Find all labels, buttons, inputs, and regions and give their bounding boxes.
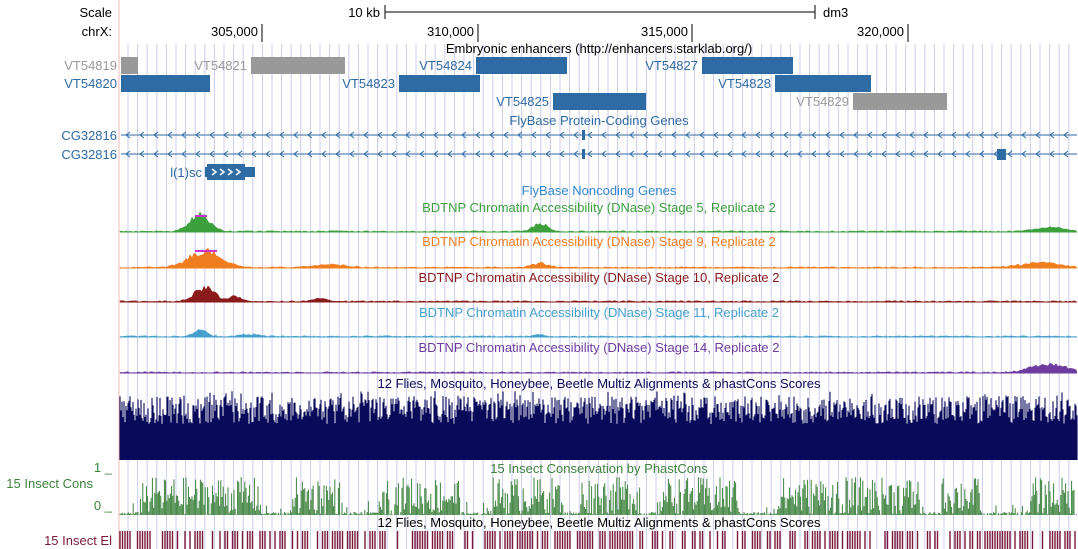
multiz-bars[interactable]	[119, 391, 1078, 460]
guide-lines	[127, 44, 1070, 549]
dnase-track-title[interactable]: BDTNP Chromatin Accessibility (DNase) St…	[422, 200, 776, 215]
enhancer-label[interactable]: VT54827	[645, 58, 698, 73]
enhancer-feature[interactable]	[251, 57, 345, 74]
gene-exon[interactable]	[997, 149, 1006, 160]
dnase-track-title[interactable]: BDTNP Chromatin Accessibility (DNase) St…	[422, 234, 776, 249]
insect-cons-ymin: 0 _	[94, 498, 113, 513]
dnase-clip-marker	[195, 215, 207, 217]
tick-label: 305,000	[211, 24, 258, 39]
enhancer-label[interactable]: VT54829	[796, 94, 849, 109]
enhancer-feature[interactable]	[121, 75, 210, 92]
gene-exon[interactable]	[582, 149, 585, 159]
insect-el-signal[interactable]	[119, 531, 1076, 549]
insect-cons-track-title[interactable]: 15 Insect Conservation by PhastCons	[490, 461, 708, 476]
scale-label: Scale	[79, 5, 112, 20]
enhancer-feature[interactable]	[476, 57, 567, 74]
dnase-track-title[interactable]: BDTNP Chromatin Accessibility (DNase) St…	[418, 340, 779, 355]
noncoding-genes-track-title[interactable]: FlyBase Noncoding Genes	[522, 183, 677, 198]
dnase-signal[interactable]	[119, 211, 1078, 233]
gene-label[interactable]: l(1)sc	[170, 165, 202, 180]
scale-value: 10 kb	[348, 5, 380, 20]
enhancer-label[interactable]: VT54821	[194, 58, 247, 73]
enhancer-label[interactable]: VT54824	[419, 58, 472, 73]
dnase-track-title[interactable]: BDTNP Chromatin Accessibility (DNase) St…	[418, 270, 779, 285]
insect-el-label[interactable]: 15 Insect El	[44, 533, 112, 548]
enhancers-track[interactable]: VT54819 VT54821 VT54820 VT54824 VT54827 VT548…	[64, 57, 947, 110]
gene-exon[interactable]	[582, 130, 585, 140]
multiz-signal[interactable]	[119, 391, 1078, 460]
coding-genes-track[interactable]: CG32816 CG32816 l(1)sc	[61, 128, 1077, 180]
multiz-track-title[interactable]: 12 Flies, Mosquito, Honeybee, Beetle Mul…	[378, 376, 821, 391]
enhancer-feature[interactable]	[553, 93, 646, 110]
dnase-tracks[interactable]: BDTNP Chromatin Accessibility (DNase) St…	[119, 200, 1078, 374]
strand-chevrons	[211, 168, 242, 176]
chrom-ticks: 305,000 310,000 315,000 320,000	[211, 24, 909, 42]
insect-el-track-title[interactable]: 12 Flies, Mosquito, Honeybee, Beetle Mul…	[378, 515, 821, 530]
enhancer-feature[interactable]	[853, 93, 947, 110]
enhancer-feature[interactable]	[775, 75, 871, 92]
enhancer-feature[interactable]	[121, 57, 138, 74]
cons-bars[interactable]	[119, 477, 1077, 515]
enhancer-label[interactable]: VT54819	[64, 58, 117, 73]
insect-cons-label[interactable]: 15 Insect Cons	[6, 476, 93, 491]
insect-cons-signal[interactable]	[119, 477, 1077, 515]
enhancer-label[interactable]: VT54825	[496, 94, 549, 109]
gene-label[interactable]: CG32816	[61, 128, 117, 143]
enhancers-track-title[interactable]: Embryonic enhancers (http://enhancers.st…	[446, 41, 752, 56]
dnase-track-title[interactable]: BDTNP Chromatin Accessibility (DNase) St…	[419, 305, 779, 320]
dnase-clip-marker	[195, 250, 217, 252]
enhancer-label[interactable]: VT54823	[342, 76, 395, 91]
tick-label: 315,000	[641, 24, 688, 39]
gene-label[interactable]: CG32816	[61, 147, 117, 162]
tick-label: 320,000	[857, 24, 904, 39]
coding-genes-track-title[interactable]: FlyBase Protein-Coding Genes	[509, 113, 689, 128]
enhancer-feature[interactable]	[399, 75, 480, 92]
assembly-label: dm3	[823, 5, 848, 20]
gene-cds[interactable]	[207, 164, 245, 180]
enhancer-feature[interactable]	[702, 57, 793, 74]
enhancer-label[interactable]: VT54828	[718, 76, 771, 91]
strand-chevrons	[125, 150, 1069, 158]
insect-cons-ymax: 1 _	[94, 460, 113, 475]
dnase-signal[interactable]	[119, 329, 1078, 338]
tick-label: 310,000	[427, 24, 474, 39]
chrom-label: chrX:	[82, 24, 112, 39]
element-bars[interactable]	[119, 531, 1076, 549]
enhancer-label[interactable]: VT54820	[64, 76, 117, 91]
strand-chevrons	[125, 131, 1069, 139]
